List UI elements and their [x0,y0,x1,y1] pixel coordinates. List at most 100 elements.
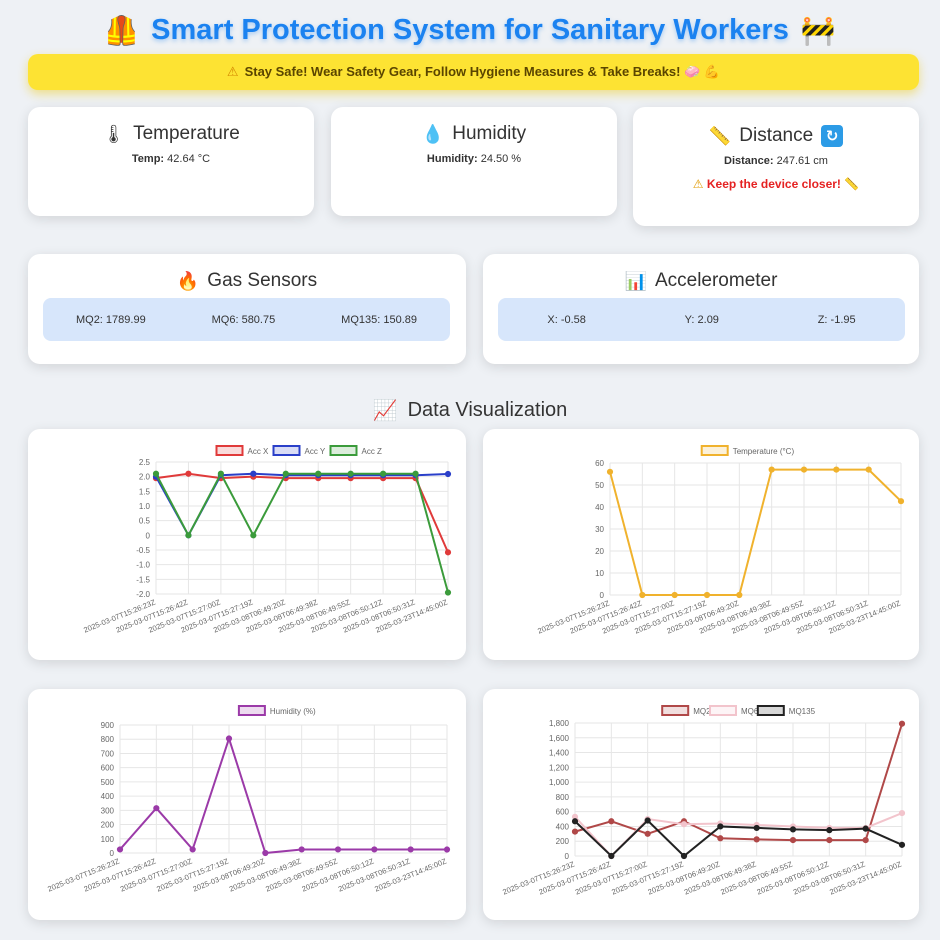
temperature-label: Temp: [131,153,165,165]
data-point [680,821,688,828]
temperature-card: 🌡 Temperature Temp: 42.64 °C [28,107,314,216]
data-point [897,498,905,505]
data-point [315,470,322,477]
legend-swatch [329,445,358,456]
data-point [371,846,378,853]
y-tick-label: 2.5 [139,458,151,467]
accel-z-reading: Z: -1.95 [817,313,856,326]
data-point [753,836,760,843]
gas-sensors-card: 🔥 Gas Sensors MQ2: 1789.99 MQ6: 580.75 M… [28,254,466,364]
y-tick-label: 300 [101,806,115,815]
y-tick-label: 60 [595,459,604,468]
y-tick-label: 600 [556,808,570,817]
ruler-icon: 📏 [844,177,860,191]
safety-banner: ⚠ Stay Safe! Wear Safety Gear, Follow Hy… [28,54,919,90]
legend-label: Temperature (°C) [733,447,795,456]
y-tick-label: 700 [101,749,115,758]
legend-swatch [700,445,729,456]
data-point [606,468,614,475]
data-point [717,835,724,842]
accel-readings: X: -0.58 Y: 2.09 Z: -1.95 [498,298,905,341]
distance-alert-text: Keep the device closer! [706,177,841,191]
data-point [185,470,192,477]
gas-chart-card: MQ2 MQ6 MQ135 1,800 1,600 1,400 1,200 1,000 800 6… [483,689,919,920]
y-tick-label: 0 [565,852,570,861]
data-point [444,549,452,556]
humidity-chart: Humidity (%) 900 800 700 600 500 400 300 200 100 0… [46,705,451,894]
y-tick-label: 1,400 [549,749,570,758]
distance-value: 247.61 cm [776,155,828,167]
data-point [262,849,269,857]
data-point [865,466,872,473]
legend-label: Acc X [248,447,270,456]
y-tick-label: -0.5 [136,546,150,555]
data-point [347,470,354,477]
data-point [571,828,579,835]
series-line [574,723,903,842]
humidity-reading: Humidity: 24.50 % [331,153,617,165]
data-point [444,589,452,596]
data-point [217,470,224,477]
accel-y-reading: Y: 2.09 [684,313,719,326]
data-point [116,846,124,853]
series-line [609,468,902,596]
humidity-chart-card: Humidity (%) 900 800 700 600 500 400 300 200 100 0… [28,689,466,920]
data-point [412,470,419,477]
refresh-icon[interactable]: ↻ [821,125,844,147]
data-point [443,846,451,853]
data-point [571,818,579,825]
line-chart-icon: 📈 [372,400,398,422]
y-tick-label: 30 [595,525,604,534]
data-point [826,837,833,844]
gas-title: Gas Sensors [207,270,318,291]
y-tick-label: 40 [595,503,604,512]
gas-chart: MQ2 MQ6 MQ135 1,800 1,600 1,400 1,200 1,000 800 6… [501,705,906,897]
y-tick-label: 800 [101,735,115,744]
data-point [862,825,869,832]
y-tick-label: 400 [101,792,115,801]
data-point [250,532,257,539]
data-point [225,735,233,742]
series-line [155,472,449,553]
data-point [644,830,651,837]
y-tick-label: 1.0 [139,502,151,511]
data-point [671,591,678,599]
y-tick-label: 200 [101,821,115,830]
mq6-reading: MQ6: 580.75 [211,313,276,326]
data-point [153,805,160,812]
legend-swatch [756,705,785,716]
y-tick-label: 0.5 [139,517,151,526]
legend-swatch [237,705,266,716]
data-point [639,591,646,599]
humidity-card: 💧 Humidity Humidity: 24.50 % [331,107,617,216]
page-title: 🦺 Smart Protection System for Sanitary W… [0,14,940,47]
legend-swatch [661,705,690,716]
data-point [608,852,615,860]
y-tick-label: 600 [101,764,115,773]
warning-icon: ⚠ [692,177,704,191]
data-point [282,470,289,477]
y-tick-label: 1,600 [549,734,570,743]
data-point [334,846,342,853]
data-point [826,827,833,834]
data-point [380,470,387,477]
legend-swatch [709,705,737,716]
temperature-chart: Temperature (°C)60504030201002025-03-07T… [536,445,905,636]
data-point [898,809,906,817]
data-point [250,470,257,477]
humidity-value: 24.50 % [480,153,522,165]
temperature-reading: Temp: 42.64 °C [28,153,314,165]
mq135-reading: MQ135: 150.89 [341,313,417,326]
series-line [155,471,449,593]
data-point [753,824,760,832]
distance-title: Distance [739,125,814,146]
y-tick-label: -1.0 [136,561,150,570]
y-tick-label: 200 [556,837,570,846]
accel-title: Accelerometer [654,270,778,291]
legend-swatch [215,445,244,456]
distance-label: Distance: [724,155,774,167]
legend-label: Acc Y [305,447,326,456]
distance-card: 📏 Distance ↻ Distance: 247.61 cm ⚠ Keep … [633,107,919,226]
data-point [608,818,615,825]
data-point [407,846,414,853]
